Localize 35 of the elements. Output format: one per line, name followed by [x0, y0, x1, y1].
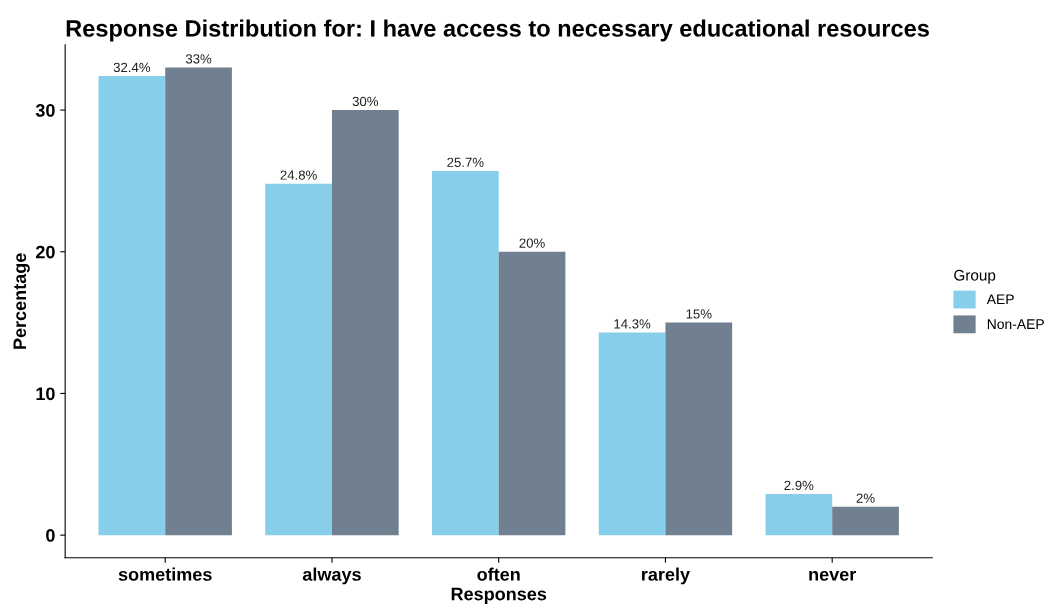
bar	[265, 183, 332, 536]
x-tick-label: always	[302, 567, 361, 585]
y-tick-label: 20	[35, 245, 55, 259]
data-label: 15%	[686, 309, 712, 319]
legend-label: AEP	[986, 294, 1014, 305]
data-label: 2%	[856, 493, 875, 503]
x-tick-label: rarely	[642, 567, 690, 585]
bar	[498, 251, 566, 536]
data-label: 32.4%	[113, 62, 151, 73]
bar	[432, 171, 499, 536]
bar	[832, 506, 899, 536]
x-tick-label: never	[809, 570, 857, 581]
data-label: 14.3%	[614, 319, 651, 329]
y-axis-title: Percentage	[13, 253, 30, 349]
bar	[165, 67, 232, 536]
legend-title: Group	[954, 269, 996, 284]
chart-title: Response Distribution for: I have access to necessary educational resources	[66, 19, 929, 42]
data-label: 24.8%	[280, 170, 317, 180]
x-tick-label: often	[477, 567, 520, 581]
bar	[665, 322, 733, 536]
bar	[98, 76, 166, 536]
legend-label: Non-AEP	[987, 319, 1044, 330]
x-tick-label: sometimes	[118, 567, 212, 581]
data-label: 25.7%	[447, 157, 484, 167]
y-tick-label: 30	[35, 104, 55, 117]
data-label: 30%	[352, 96, 379, 107]
bar	[598, 332, 666, 536]
y-tick-label: 0	[46, 529, 55, 542]
x-axis-title: Responses	[451, 587, 547, 604]
y-tick-label: 10	[36, 387, 55, 401]
data-label: 33%	[185, 54, 212, 64]
bar	[331, 110, 399, 536]
data-label: 2.9%	[784, 480, 814, 491]
data-label: 20%	[519, 238, 545, 248]
bar	[765, 494, 833, 536]
